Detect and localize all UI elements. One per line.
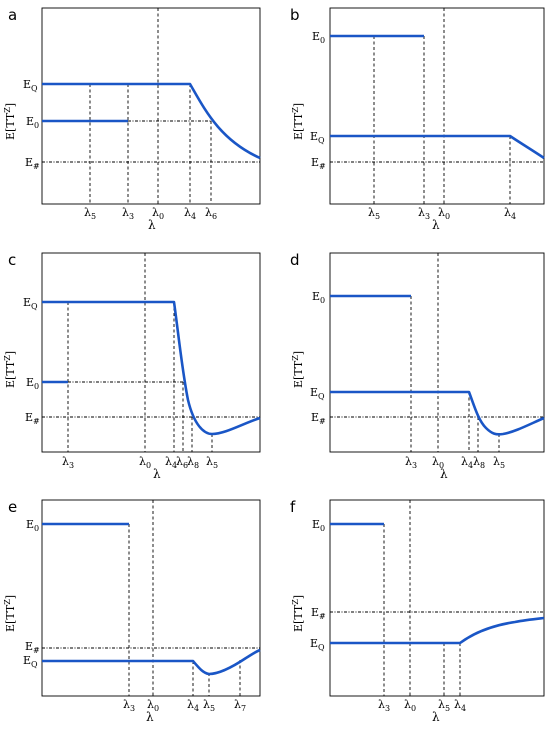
ytick-label: E0: [26, 376, 39, 391]
xtick-label: λ7: [234, 698, 246, 713]
y-axis-label: E[TTZ]: [291, 351, 305, 388]
xtick-label: λ6: [176, 455, 188, 470]
xtick-label: λ5: [84, 206, 96, 221]
xtick-label: λ4: [454, 698, 466, 713]
eq-curve: [42, 648, 261, 676]
eq-curve: [330, 134, 545, 160]
x-axis-label: λ: [146, 710, 154, 724]
x-axis-label: λ: [148, 218, 156, 232]
xtick-label: λ4: [165, 455, 177, 470]
ytick-label: EQ: [23, 654, 38, 669]
y-axis-label: E[TTZ]: [3, 103, 17, 140]
xtick-label: λ0: [404, 698, 416, 713]
ytick-label: E0: [312, 518, 325, 533]
ytick-label: E#: [25, 156, 40, 171]
eq-curve: [330, 390, 545, 436]
ytick-label: E#: [25, 640, 40, 655]
x-axis-label: λ: [153, 467, 161, 481]
xtick-label: λ3: [405, 455, 417, 470]
xtick-label: λ5: [438, 698, 450, 713]
ytick-label: E0: [312, 30, 325, 45]
panel-letter: c: [8, 251, 16, 269]
panel-letter: a: [8, 6, 17, 24]
panel-b: b E0 EQ E# E[TTZ] λ5 λ3 λ0 λ4 λ: [290, 6, 545, 232]
ytick-label: E0: [26, 115, 39, 130]
xtick-label: λ8: [187, 455, 199, 470]
panel-letter: b: [290, 6, 300, 24]
xtick-label: λ3: [122, 206, 134, 221]
xtick-label: λ3: [418, 206, 430, 221]
ytick-label: E#: [311, 606, 326, 621]
panel-f: f E0 E# EQ E[TTZ] λ3 λ0 λ5 λ4 λ: [290, 498, 545, 724]
xtick-label: λ3: [62, 455, 74, 470]
xtick-label: λ0: [438, 206, 450, 221]
ytick-label: E#: [311, 156, 326, 171]
x-axis-label: λ: [432, 218, 440, 232]
xtick-label: λ0: [147, 698, 159, 713]
y-axis-label: E[TTZ]: [291, 595, 305, 632]
xtick-label: λ0: [432, 455, 444, 470]
ytick-label: EQ: [310, 386, 325, 401]
xtick-label: λ0: [152, 206, 164, 221]
y-axis-label: E[TTZ]: [291, 103, 305, 140]
xtick-label: λ6: [205, 206, 217, 221]
ytick-label: EQ: [310, 637, 325, 652]
y-axis-label: E[TTZ]: [3, 351, 17, 388]
y-axis-label: E[TTZ]: [3, 595, 17, 632]
xtick-label: λ5: [203, 698, 215, 713]
x-axis-label: λ: [432, 710, 440, 724]
ytick-label: EQ: [23, 78, 38, 93]
xtick-label: λ5: [206, 455, 218, 470]
panel-a: a EQ E0 E# E[TTZ] λ5 λ3 λ0 λ4 λ6 λ: [3, 6, 261, 232]
xtick-label: λ4: [504, 206, 516, 221]
plot-frame: [41, 252, 261, 453]
x-axis-label: λ: [440, 467, 448, 481]
xtick-label: λ3: [378, 698, 390, 713]
ytick-label: EQ: [23, 296, 38, 311]
xtick-label: λ8: [473, 455, 485, 470]
plot-frame: [329, 252, 545, 453]
xtick-label: λ0: [139, 455, 151, 470]
xtick-label: λ5: [368, 206, 380, 221]
eq-curve: [330, 616, 545, 645]
panel-letter: d: [290, 251, 300, 269]
xtick-label: λ4: [187, 698, 199, 713]
xtick-label: λ5: [493, 455, 505, 470]
panel-e: e E0 E# EQ E[TTZ] λ3 λ0 λ4 λ5 λ7 λ: [3, 498, 261, 724]
eq-curve: [42, 82, 261, 160]
panel-letter: f: [290, 498, 296, 516]
plot-frame: [41, 499, 261, 697]
xtick-label: λ3: [123, 698, 135, 713]
ytick-label: E#: [25, 411, 40, 426]
ytick-label: E0: [26, 518, 39, 533]
panel-c: c EQ E0 E# E[TTZ] λ3 λ0 λ4 λ6 λ8 λ5 λ: [3, 251, 261, 481]
panel-letter: e: [8, 498, 17, 516]
plot-frame: [329, 499, 545, 697]
plot-frame: [329, 7, 545, 205]
ytick-label: E0: [312, 290, 325, 305]
ytick-label: E#: [311, 411, 326, 426]
xtick-label: λ4: [184, 206, 196, 221]
ytick-label: EQ: [310, 130, 325, 145]
panel-d: d E0 EQ E# E[TTZ] λ3 λ0 λ4 λ8 λ5 λ: [290, 251, 545, 481]
eq-curve: [42, 300, 261, 436]
plot-frame: [41, 7, 261, 205]
xtick-label: λ4: [461, 455, 473, 470]
